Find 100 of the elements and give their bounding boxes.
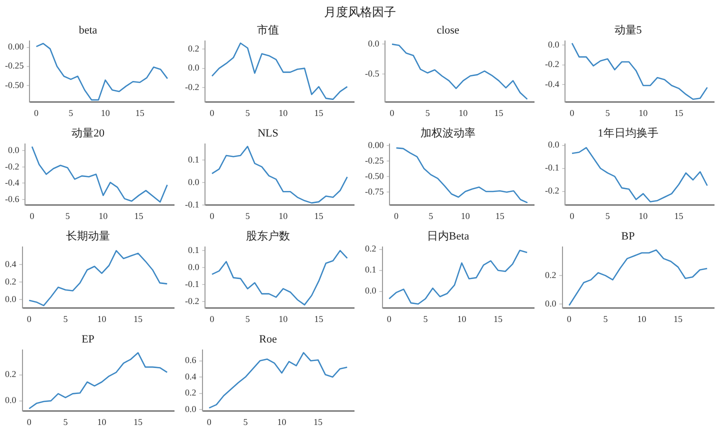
x-tick-label: 10 [97, 416, 107, 427]
y-tick-label: 0.4 [5, 258, 17, 269]
y-tick-label: 0.0 [188, 176, 200, 187]
text: 月度风格因子 [323, 4, 397, 21]
chart-title: beta [78, 24, 98, 36]
x-tick-label: 10 [458, 108, 468, 118]
x-tick-label: 5 [423, 314, 428, 324]
x-tick-label: 15 [495, 210, 505, 221]
y-tick-label: 0.0 [8, 145, 20, 156]
x-tick-label: 0 [570, 108, 575, 118]
x-tick-label: 10 [460, 210, 470, 221]
y-tick-label: -0.2 [544, 186, 560, 196]
x-tick-label: 10 [278, 210, 288, 221]
x-tick-label: 5 [68, 108, 74, 118]
x-tick-label: 10 [457, 314, 467, 324]
y-tick-label: 0.6 [185, 355, 197, 366]
chart-title: 动量20 [72, 127, 105, 140]
y-tick-label: -0.5 [364, 68, 380, 78]
y-tick-label: -0.50 [4, 80, 24, 90]
x-tick-label: 10 [278, 108, 288, 118]
y-tick-label: 0.4 [185, 371, 197, 382]
y-tick-label: -0.50 [364, 170, 384, 181]
x-tick-label: 15 [494, 314, 504, 324]
x-tick-label: 15 [134, 314, 144, 324]
y-tick-label: 0.0 [368, 38, 380, 49]
y-tick-label: 0.0 [185, 404, 197, 414]
x-tick-label: 0 [390, 108, 395, 118]
x-tick-label: 0 [394, 210, 400, 221]
y-tick-label: -0.2 [184, 296, 200, 306]
x-tick-label: 10 [638, 210, 648, 221]
y-tick-label: 0.2 [185, 388, 196, 398]
y-tick-label: 0.2 [188, 43, 200, 54]
chart-title: 加权波动率 [420, 126, 476, 140]
x-tick-label: 0 [210, 314, 215, 324]
y-tick-label: -0.2 [4, 161, 20, 172]
y-tick-label: -0.6 [4, 194, 20, 204]
x-tick-label: 15 [674, 210, 684, 221]
x-tick-label: 5 [605, 210, 610, 221]
y-tick-label: 0.2 [365, 244, 376, 254]
y-tick-label: 0.0 [548, 39, 560, 50]
x-tick-label: 15 [314, 416, 324, 427]
y-tick-label: 0.0 [5, 395, 17, 406]
chart-title: 动量5 [614, 24, 642, 36]
chart-title: BP [621, 230, 635, 242]
y-tick-label: 0.0 [188, 62, 200, 73]
y-tick-label: 0.2 [5, 369, 16, 380]
x-tick-label: 0 [206, 416, 212, 427]
y-tick-label: -0.75 [364, 186, 384, 196]
chart-title: 长期动量 [66, 229, 110, 242]
x-tick-label: 10 [637, 314, 647, 324]
x-tick-label: 5 [245, 314, 250, 324]
y-tick-label: -0.2 [544, 59, 560, 70]
x-tick-label: 10 [100, 108, 110, 118]
x-tick-label: 5 [243, 416, 248, 427]
y-tick-label: 0.2 [545, 270, 556, 280]
x-tick-label: 5 [428, 210, 434, 221]
x-tick-label: 15 [314, 314, 324, 324]
chart-title: close [436, 24, 460, 36]
x-tick-label: 0 [570, 210, 575, 221]
y-tick-label: 0.0 [188, 262, 200, 272]
y-tick-label: 0.1 [188, 154, 200, 164]
x-tick-label: 0 [26, 314, 32, 324]
y-tick-label: 0.1 [365, 264, 376, 275]
x-tick-label: 0 [386, 314, 392, 324]
x-tick-label: 10 [98, 210, 108, 221]
chart-title: EP [82, 333, 94, 346]
y-tick-label: 0.2 [5, 276, 16, 286]
x-tick-label: 15 [314, 210, 324, 221]
y-tick-label: -0.25 [4, 60, 24, 71]
x-tick-label: 0 [566, 314, 572, 324]
y-tick-label: -0.4 [544, 78, 560, 89]
y-tick-label: 0.0 [5, 294, 17, 304]
x-tick-label: 0 [210, 210, 215, 221]
y-tick-label: 0.0 [365, 286, 377, 296]
chart-title: 1年日均换手 [598, 126, 658, 140]
x-tick-label: 15 [674, 314, 684, 324]
x-tick-label: 10 [638, 108, 648, 118]
chart-title: Roe [259, 333, 277, 346]
x-tick-label: 15 [134, 210, 144, 221]
x-tick-label: 15 [314, 108, 324, 118]
y-tick-label: -0.25 [364, 155, 384, 166]
x-tick-label: 15 [674, 108, 684, 118]
x-tick-label: 10 [277, 416, 287, 427]
y-tick-label: -0.1 [184, 200, 200, 210]
y-tick-label: 0.00 [368, 140, 384, 150]
x-tick-label: 15 [494, 108, 504, 118]
y-tick-label: -0.1 [544, 162, 560, 173]
x-tick-label: 10 [278, 314, 288, 324]
chart-title: 日内Beta [426, 229, 470, 242]
x-tick-label: 15 [135, 108, 145, 118]
y-tick-label: -0.1 [184, 278, 200, 289]
x-tick-label: 5 [63, 416, 68, 427]
chart-title: NLS [258, 127, 278, 140]
x-tick-label: 5 [65, 210, 70, 221]
x-tick-label: 5 [603, 314, 608, 324]
x-tick-label: 5 [245, 210, 250, 221]
y-tick-label: -0.2 [184, 82, 200, 92]
chart-title: 股东户数 [246, 229, 290, 242]
x-tick-label: 0 [30, 210, 35, 221]
x-tick-label: 0 [34, 108, 40, 118]
